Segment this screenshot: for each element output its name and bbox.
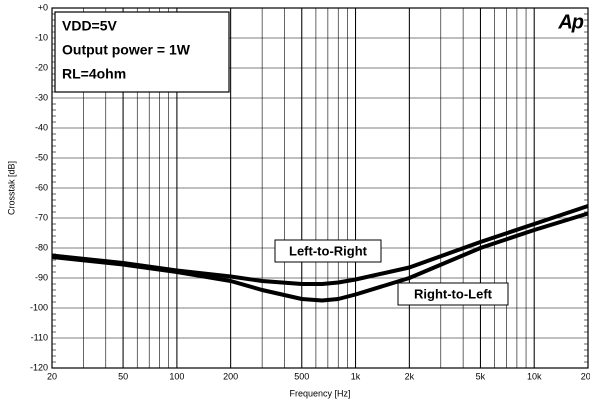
y-tick-label: -70 [35,212,48,222]
x-tick-label: 5k [476,371,486,381]
annotation-frame [54,11,230,93]
x-tick-label: 1k [351,371,361,381]
annotation-box: VDD=5V Output power = 1W RL=4ohm [54,11,230,93]
logo: Ap [557,11,583,33]
y-tick-label: +0 [38,2,48,12]
y-tick-label: -110 [31,332,48,342]
annotation: VDD=5V [62,18,118,34]
y-axis-label: Crosstak [dB] [6,161,16,215]
y-tick-label: -50 [35,152,48,162]
y-tick-label: -40 [35,122,48,132]
series-line [51,211,589,303]
y-tick-label: -30 [35,92,48,102]
annotation: RL=4ohm [62,66,126,82]
x-tick-label: 500 [294,371,309,381]
x-tick-label: 2k [405,371,415,381]
y-tick-label: -60 [35,182,48,192]
annotation: Output power = 1W [62,42,191,58]
y-tick-label: -20 [35,62,48,72]
y-tick-label: -80 [35,242,48,252]
x-tick-label: 10k [527,371,542,381]
y-tick-label: -120 [30,362,48,372]
plot-frame [51,7,589,369]
x-tick-label: 20 [47,371,57,381]
y-tick-label: -100 [30,302,48,312]
y-tick-label: -90 [35,272,48,282]
x-tick-label: 20k [581,371,590,381]
x-tick-label: 100 [169,371,184,381]
series-label: Left-to-Right [289,243,368,258]
series-label-box [397,282,509,306]
series-label-box [274,239,382,263]
x-tick-label: 200 [223,371,238,381]
y-tick-label: -10 [35,32,48,42]
x-tick-label: 50 [118,371,128,381]
x-axis-label: Frequency [Hz] [289,388,350,398]
series-label: Right-to-Left [414,286,493,301]
